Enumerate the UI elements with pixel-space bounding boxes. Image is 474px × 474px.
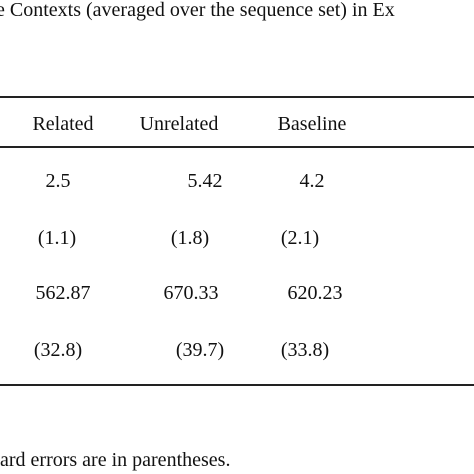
cell: (2.1)	[280, 227, 320, 249]
header-rule	[0, 146, 474, 148]
cell: 562.87	[35, 282, 91, 304]
cell: 5.42	[187, 170, 223, 192]
bottom-rule	[0, 384, 474, 386]
cell: (1.8)	[170, 227, 210, 249]
cell: 670.33	[163, 282, 219, 304]
column-header: Related	[32, 113, 94, 135]
cell: 2.5	[45, 170, 71, 192]
cell: (39.7)	[175, 339, 225, 361]
cell: (33.8)	[280, 339, 330, 361]
cell: 4.2	[299, 170, 325, 192]
cell: (1.1)	[37, 227, 77, 249]
column-header: Unrelated	[139, 113, 219, 135]
cell: 620.23	[287, 282, 343, 304]
table-note: ard errors are in parentheses.	[0, 449, 231, 471]
top-rule	[0, 96, 474, 98]
cell: (32.8)	[33, 339, 83, 361]
caption: e Contexts (averaged over the sequence s…	[0, 0, 395, 21]
column-header: Baseline	[277, 113, 347, 135]
